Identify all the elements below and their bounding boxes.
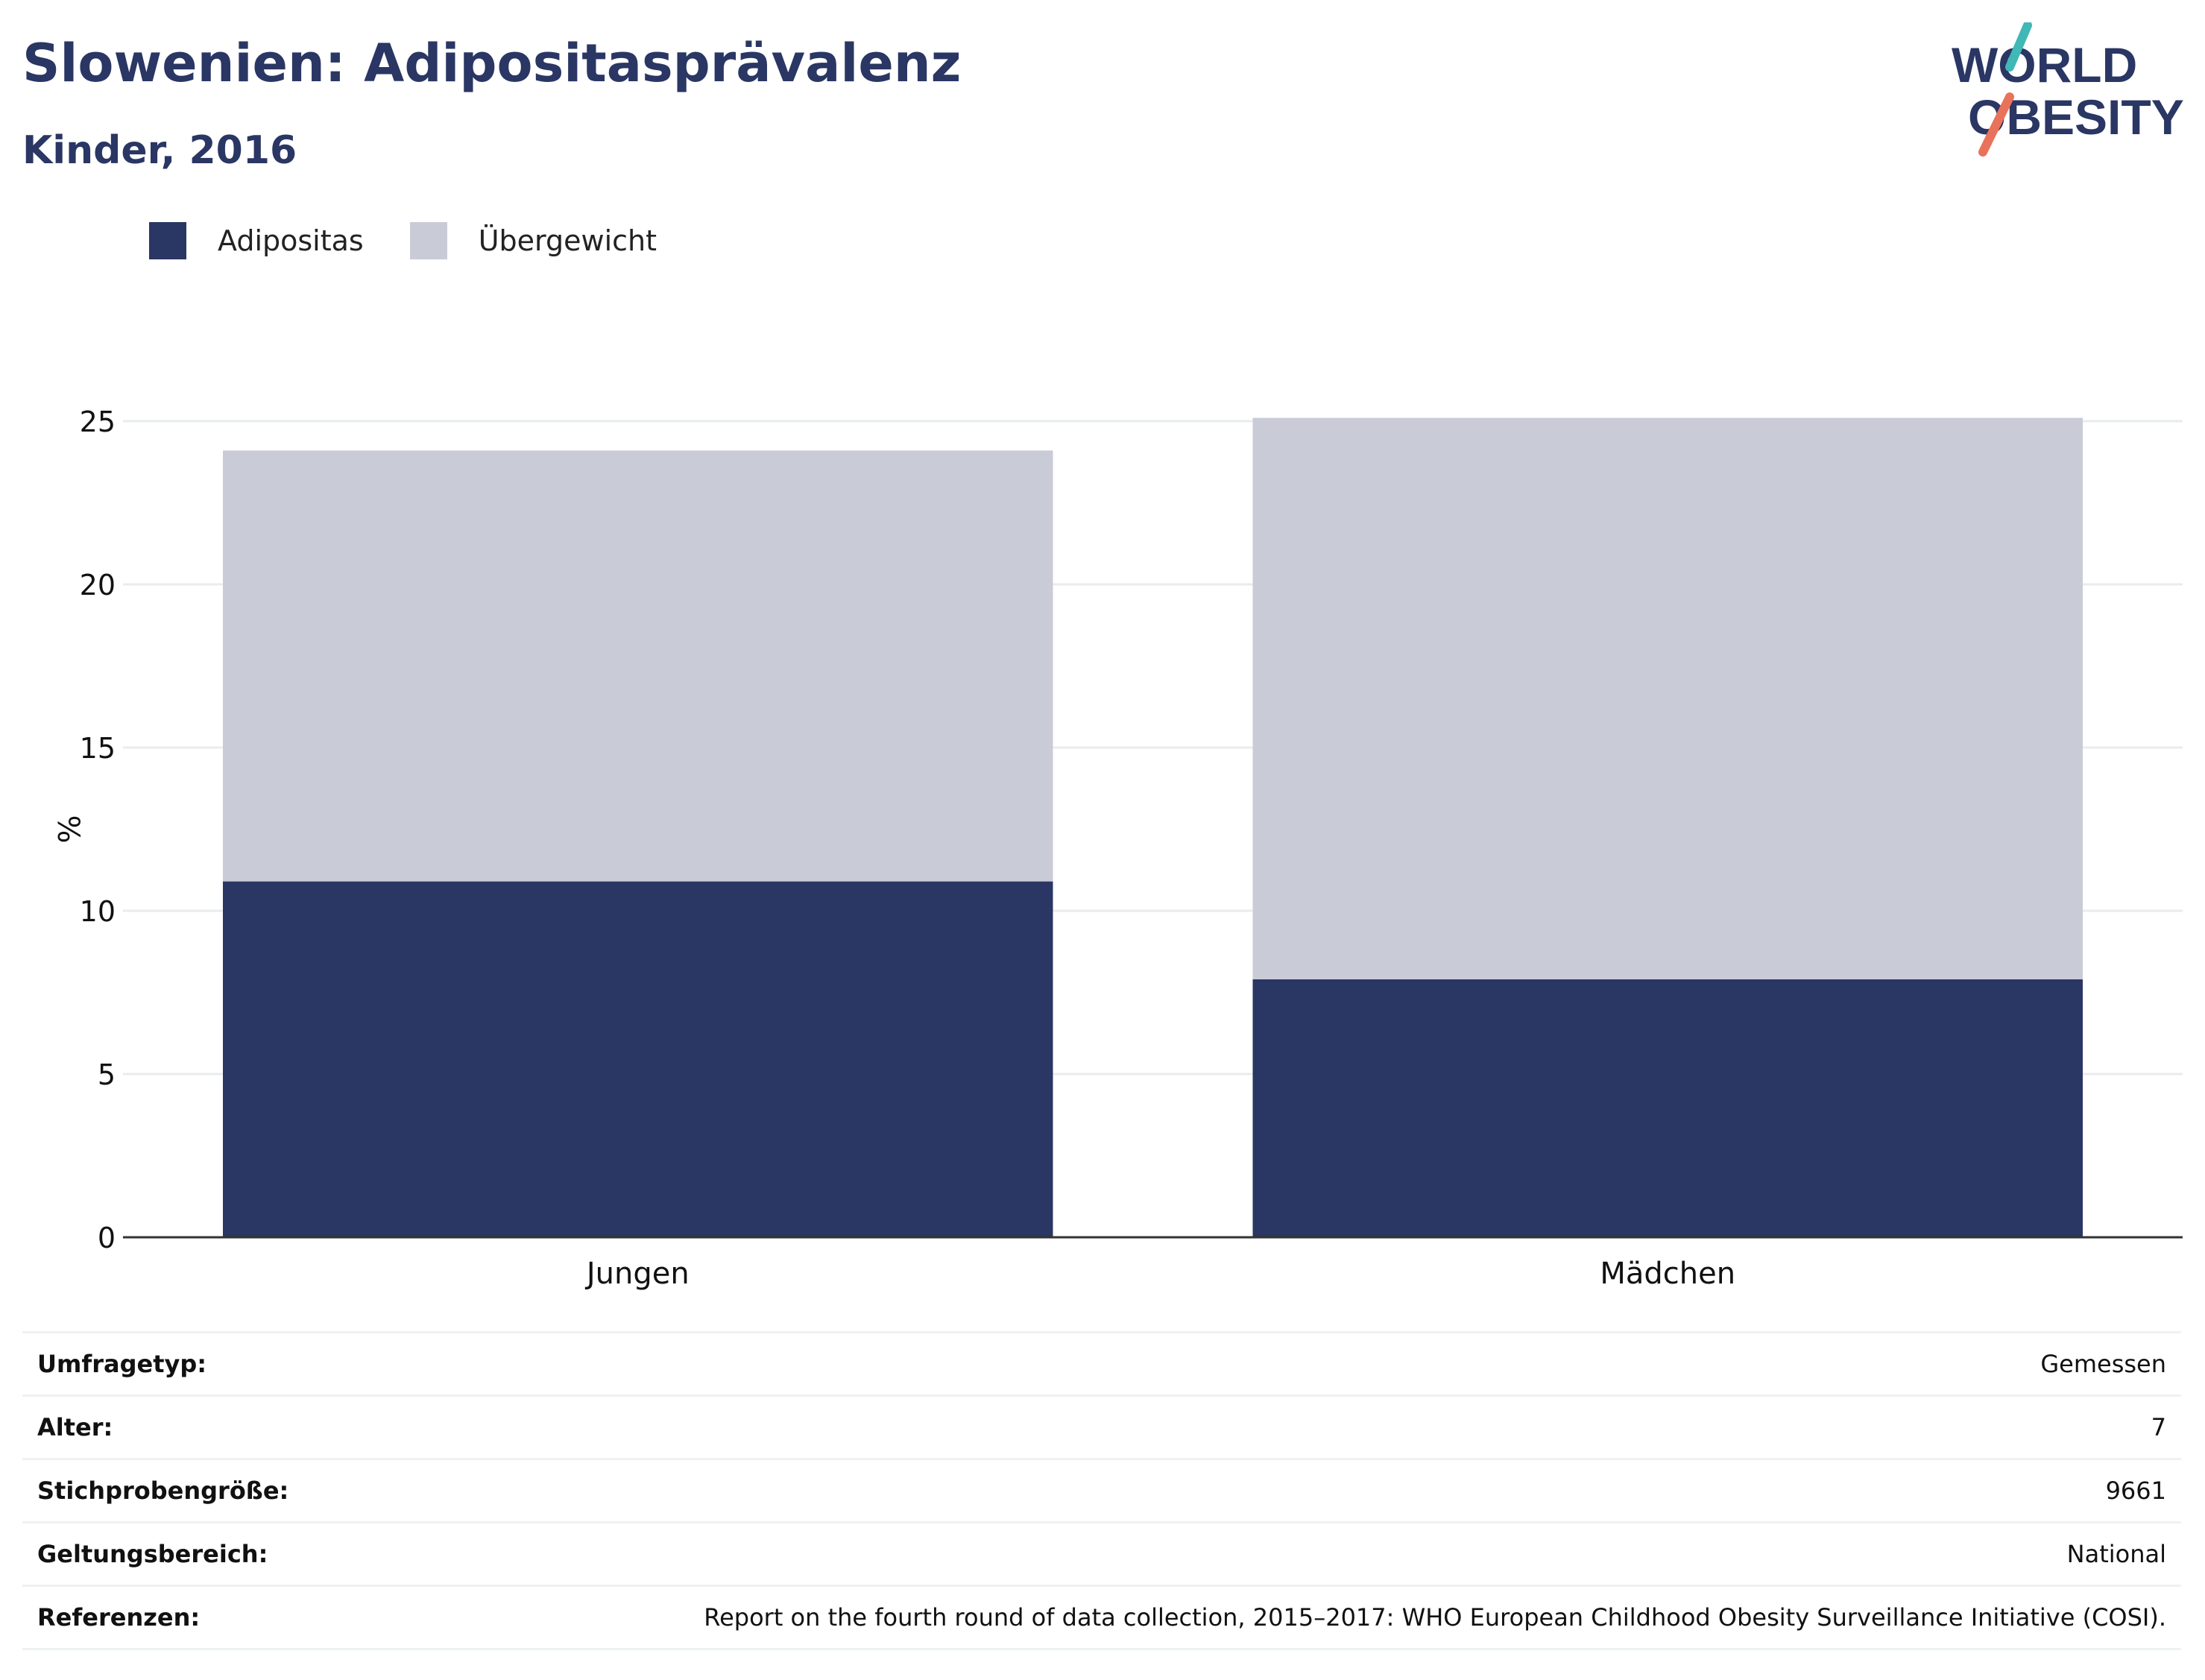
info-label: Geltungsbereich: (37, 1540, 268, 1568)
info-row-age: Alter: 7 (22, 1395, 2181, 1458)
x-tick-label: Jungen (584, 1257, 690, 1291)
legend-item-uebergewicht[interactable]: Übergewicht (409, 222, 657, 259)
legend-item-adipositas[interactable]: Adipositas (149, 222, 364, 259)
y-tick-label: 20 (80, 569, 116, 601)
legend-swatch (149, 222, 186, 259)
info-value: Gemessen (2040, 1350, 2166, 1378)
info-value: 7 (2151, 1413, 2166, 1441)
legend-label: Übergewicht (478, 224, 657, 257)
logo-line1: WORLD (1952, 37, 2137, 92)
bar-segment (1252, 979, 2083, 1237)
info-label: Umfragetyp: (37, 1350, 207, 1378)
y-tick-label: 5 (98, 1058, 116, 1091)
info-row-references: Referenzen: Report on the fourth round o… (22, 1585, 2181, 1650)
info-label: Alter: (37, 1413, 113, 1441)
y-tick-label: 10 (80, 895, 116, 928)
bar-segment (223, 881, 1053, 1237)
chart-legend: Adipositas Übergewicht (149, 222, 703, 259)
x-tick-label: Mädchen (1600, 1257, 1735, 1291)
info-label: Referenzen: (37, 1603, 201, 1632)
stacked-bar-chart: 0 5 10 15 20 25% Jungen Mädchen (51, 405, 2183, 1291)
y-axis-label: % (51, 815, 85, 843)
info-row-sample-size: Stichprobengröße: 9661 (22, 1458, 2181, 1521)
y-tick-label: 25 (80, 405, 116, 438)
y-tick-label: 0 (98, 1222, 116, 1254)
legend-swatch (409, 222, 447, 259)
info-value: National (2066, 1540, 2166, 1568)
bar-segment (1252, 417, 2083, 979)
info-value: 9661 (2105, 1477, 2166, 1505)
page-subtitle: Kinder, 2016 (22, 128, 297, 173)
y-tick-label: 15 (80, 732, 116, 765)
bar-segment (223, 450, 1053, 882)
page-title: Slowenien: Adipositasprävalenz (22, 33, 962, 94)
world-obesity-logo: WORLD OBESITY (1952, 22, 2184, 157)
legend-label: Adipositas (218, 224, 364, 257)
info-label: Stichprobengröße: (37, 1477, 289, 1505)
info-row-scope: Geltungsbereich: National (22, 1521, 2181, 1585)
info-value: Report on the fourth round of data colle… (704, 1603, 2166, 1632)
logo-slash-teal (2005, 22, 2032, 72)
info-row-survey-type: Umfragetyp: Gemessen (22, 1331, 2181, 1395)
info-table: Umfragetyp: Gemessen Alter: 7 Stichprobe… (22, 1331, 2181, 1650)
logo-slash-coral (1978, 92, 2014, 157)
